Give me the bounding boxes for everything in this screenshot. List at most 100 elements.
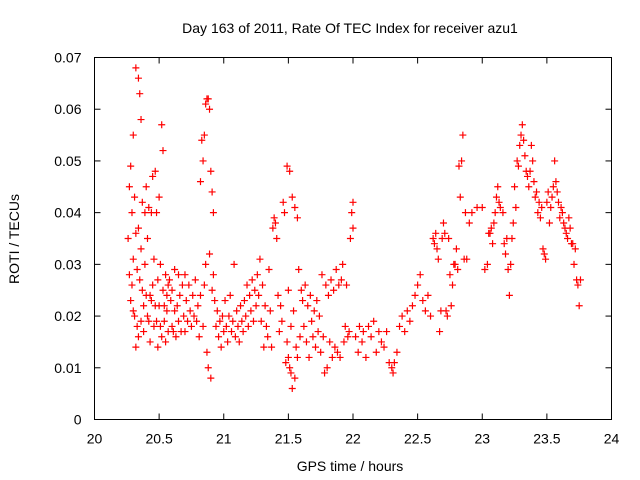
data-point xyxy=(340,338,348,346)
data-point xyxy=(160,317,168,325)
data-point xyxy=(439,219,447,227)
data-point xyxy=(158,333,166,341)
data-point xyxy=(286,167,294,175)
x-tick-label: 23.5 xyxy=(533,431,560,447)
data-point xyxy=(306,291,314,299)
data-point xyxy=(156,322,164,330)
data-point xyxy=(341,322,349,330)
data-point xyxy=(132,343,140,351)
data-point xyxy=(247,307,255,315)
data-point xyxy=(539,245,547,253)
data-point xyxy=(452,245,460,253)
y-tick-label: 0.03 xyxy=(54,256,81,272)
data-point xyxy=(336,353,344,361)
data-point xyxy=(380,343,388,351)
data-point xyxy=(370,317,378,325)
data-point xyxy=(396,322,404,330)
data-point xyxy=(564,235,572,242)
data-point xyxy=(215,333,223,341)
data-point xyxy=(478,203,486,211)
data-point xyxy=(162,271,170,279)
data-point xyxy=(203,348,211,356)
data-point xyxy=(277,302,285,310)
data-point xyxy=(534,209,542,217)
data-point xyxy=(535,198,543,206)
data-point xyxy=(145,317,153,325)
data-point xyxy=(527,141,535,149)
data-point xyxy=(481,266,489,274)
data-point xyxy=(322,281,330,289)
data-point xyxy=(150,255,158,263)
data-point xyxy=(544,188,552,196)
data-point xyxy=(494,183,502,191)
x-tick-label: 20.5 xyxy=(146,431,173,447)
data-point xyxy=(137,317,145,325)
data-point xyxy=(507,260,515,268)
data-point xyxy=(513,157,521,165)
data-point xyxy=(514,162,522,170)
data-point xyxy=(222,322,230,330)
data-point xyxy=(358,338,366,346)
data-point xyxy=(264,333,272,341)
data-point xyxy=(278,317,286,325)
data-point xyxy=(504,266,512,274)
data-point xyxy=(185,281,193,289)
data-point xyxy=(367,333,375,341)
data-point xyxy=(127,297,135,305)
data-point xyxy=(143,235,151,242)
data-point xyxy=(128,209,136,217)
data-points xyxy=(124,64,584,392)
data-point xyxy=(237,302,245,310)
data-point xyxy=(262,322,270,330)
data-point xyxy=(164,281,172,289)
data-point xyxy=(502,250,510,258)
data-point xyxy=(204,364,212,372)
y-tick-label: 0.06 xyxy=(54,101,81,117)
data-point xyxy=(432,229,440,237)
data-point xyxy=(134,333,142,341)
data-point xyxy=(220,328,228,336)
data-point xyxy=(408,302,416,310)
data-point xyxy=(141,209,149,217)
data-point xyxy=(226,291,234,299)
data-point xyxy=(335,281,343,289)
data-point xyxy=(543,198,551,206)
data-point xyxy=(520,136,528,144)
data-point xyxy=(446,271,454,279)
data-point xyxy=(433,245,441,253)
data-point xyxy=(246,291,254,299)
data-point xyxy=(207,167,215,175)
data-point xyxy=(182,297,190,305)
data-point xyxy=(282,359,290,367)
data-point xyxy=(257,317,265,325)
data-point xyxy=(536,214,544,222)
data-point xyxy=(138,286,146,294)
data-point xyxy=(271,219,279,227)
data-point xyxy=(398,312,406,320)
data-point xyxy=(468,209,476,217)
data-point xyxy=(280,209,288,217)
data-point xyxy=(337,276,345,284)
data-point xyxy=(216,317,224,325)
data-point xyxy=(365,322,373,330)
data-point xyxy=(168,322,176,330)
data-point xyxy=(198,136,206,144)
data-point xyxy=(196,178,204,186)
data-point xyxy=(332,266,340,274)
data-point xyxy=(137,245,145,253)
data-point xyxy=(217,343,225,351)
data-point xyxy=(419,297,427,305)
data-point xyxy=(343,281,351,289)
data-point xyxy=(224,338,232,346)
data-point xyxy=(542,255,550,263)
data-point xyxy=(295,266,303,274)
data-point xyxy=(172,333,180,341)
data-point xyxy=(538,203,546,211)
data-point xyxy=(313,297,321,305)
data-point xyxy=(500,240,508,248)
data-point xyxy=(495,198,503,206)
data-point xyxy=(259,281,267,289)
data-point xyxy=(372,348,380,356)
